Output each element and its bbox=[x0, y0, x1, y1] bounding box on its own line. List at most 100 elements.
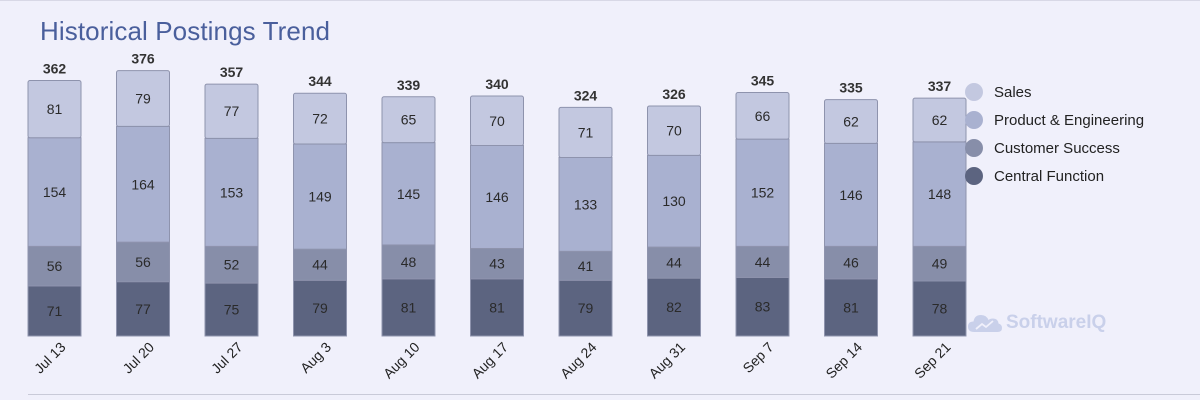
x-axis-tick-label: Aug 31 bbox=[645, 339, 688, 382]
segment-value-label: 82 bbox=[666, 299, 682, 315]
segment-value-label: 41 bbox=[578, 258, 594, 274]
segment-value-label: 130 bbox=[662, 193, 686, 209]
bar-total-label: 339 bbox=[397, 77, 421, 93]
segment-value-label: 72 bbox=[312, 111, 328, 127]
bar-segment bbox=[470, 95, 524, 146]
segment-value-label: 81 bbox=[489, 299, 505, 315]
bar-total-label: 337 bbox=[928, 78, 952, 94]
bar-segment bbox=[470, 247, 524, 280]
bar-total-label: 340 bbox=[485, 76, 509, 92]
segment-value-label: 83 bbox=[755, 299, 771, 315]
segment-value-label: 43 bbox=[489, 256, 505, 272]
segment-value-label: 70 bbox=[489, 113, 505, 129]
bar-segment bbox=[912, 245, 967, 282]
bar-total-label: 357 bbox=[220, 64, 244, 80]
x-axis-tick-label: Jul 20 bbox=[119, 339, 157, 377]
segment-value-label: 56 bbox=[135, 254, 151, 270]
chart-legend: Sales Product & Engineering Customer Succe… bbox=[965, 78, 1144, 190]
x-axis-tick-label: Aug 17 bbox=[468, 339, 511, 382]
bar-segment bbox=[204, 282, 259, 337]
x-axis-tick-label: Jul 13 bbox=[31, 339, 69, 377]
segment-value-label: 71 bbox=[47, 303, 63, 319]
segment-value-label: 62 bbox=[932, 112, 948, 128]
bar-segment bbox=[204, 137, 259, 247]
bar-segment bbox=[912, 280, 967, 337]
bar-segment bbox=[735, 92, 790, 140]
legend-swatch bbox=[965, 111, 983, 129]
x-axis-tick-label: Sep 14 bbox=[822, 339, 865, 382]
bar-segment bbox=[116, 241, 170, 283]
segment-value-label: 48 bbox=[401, 254, 417, 270]
x-axis-tick-label: Aug 24 bbox=[557, 339, 600, 382]
bar-segment bbox=[824, 245, 878, 280]
x-axis-tick-label: Sep 7 bbox=[739, 339, 776, 376]
segment-value-label: 44 bbox=[666, 255, 682, 271]
segment-value-label: 77 bbox=[224, 103, 240, 119]
bar-segment bbox=[558, 250, 613, 281]
watermark-text: SoftwareIQ bbox=[1006, 312, 1107, 333]
x-axis-tick-label: Aug 3 bbox=[297, 339, 334, 376]
legend-item[interactable]: Customer Success bbox=[965, 134, 1144, 162]
legend-item[interactable]: Product & Engineering bbox=[965, 106, 1144, 134]
segment-value-label: 153 bbox=[220, 184, 244, 200]
bar-segment bbox=[116, 125, 170, 243]
segment-value-label: 56 bbox=[47, 258, 63, 274]
bar-segment bbox=[293, 143, 347, 250]
bar-total-label: 362 bbox=[43, 61, 67, 77]
segment-value-label: 70 bbox=[666, 123, 682, 139]
segment-value-label: 154 bbox=[43, 184, 67, 200]
bar-segment bbox=[27, 285, 82, 337]
bar-segment bbox=[735, 245, 790, 278]
legend-label: Product & Engineering bbox=[994, 111, 1145, 129]
segment-value-label: 75 bbox=[224, 302, 240, 318]
chart-title: Historical Postings Trend bbox=[40, 16, 331, 46]
bar-segment bbox=[647, 105, 701, 156]
legend-swatch bbox=[965, 167, 983, 185]
bar-segment bbox=[470, 278, 524, 337]
legend-item[interactable]: Sales bbox=[965, 78, 1144, 106]
bar-segment bbox=[735, 276, 790, 337]
segment-value-label: 49 bbox=[932, 256, 948, 272]
segment-value-label: 164 bbox=[131, 176, 155, 192]
segment-value-label: 148 bbox=[928, 186, 952, 202]
segment-value-label: 81 bbox=[47, 101, 63, 117]
segment-value-label: 146 bbox=[839, 187, 863, 203]
bar-segment bbox=[824, 99, 878, 144]
segment-value-label: 79 bbox=[312, 300, 328, 316]
segment-value-label: 65 bbox=[401, 112, 417, 128]
legend-label: Sales bbox=[994, 83, 1032, 101]
segment-value-label: 78 bbox=[932, 300, 948, 316]
segment-value-label: 52 bbox=[224, 257, 240, 273]
bar-segment bbox=[27, 137, 82, 247]
bar-total-label: 335 bbox=[839, 80, 863, 96]
bar-total-label: 324 bbox=[574, 87, 598, 103]
legend-swatch bbox=[965, 139, 983, 157]
segment-value-label: 149 bbox=[308, 189, 332, 205]
segment-value-label: 145 bbox=[397, 186, 421, 202]
legend-label: Central Function bbox=[994, 167, 1105, 185]
segment-value-label: 44 bbox=[312, 257, 328, 273]
x-axis-tick-label: Sep 21 bbox=[911, 339, 954, 382]
segment-value-label: 46 bbox=[843, 255, 859, 271]
bar-segment bbox=[381, 96, 436, 144]
bar-segment bbox=[558, 106, 613, 158]
segment-value-label: 79 bbox=[135, 91, 151, 107]
bar-segment bbox=[381, 142, 436, 246]
segment-value-label: 44 bbox=[755, 254, 771, 270]
bar-segment bbox=[27, 245, 82, 287]
bar-segment bbox=[293, 92, 347, 145]
bar-segment bbox=[470, 144, 524, 249]
segment-value-label: 152 bbox=[751, 185, 775, 201]
bar-total-label: 376 bbox=[131, 51, 155, 67]
legend-item[interactable]: Central Function bbox=[965, 162, 1144, 190]
bar-segment bbox=[293, 279, 347, 337]
segment-value-label: 71 bbox=[578, 124, 594, 140]
legend-swatch bbox=[965, 83, 983, 101]
top-border bbox=[0, 0, 1200, 1]
segment-value-label: 77 bbox=[135, 301, 151, 317]
segment-value-label: 133 bbox=[574, 196, 598, 212]
cloud-logo-icon bbox=[968, 315, 1002, 332]
bar-segment bbox=[27, 80, 82, 139]
bar-segment bbox=[558, 156, 613, 252]
bar-segment bbox=[647, 154, 701, 248]
